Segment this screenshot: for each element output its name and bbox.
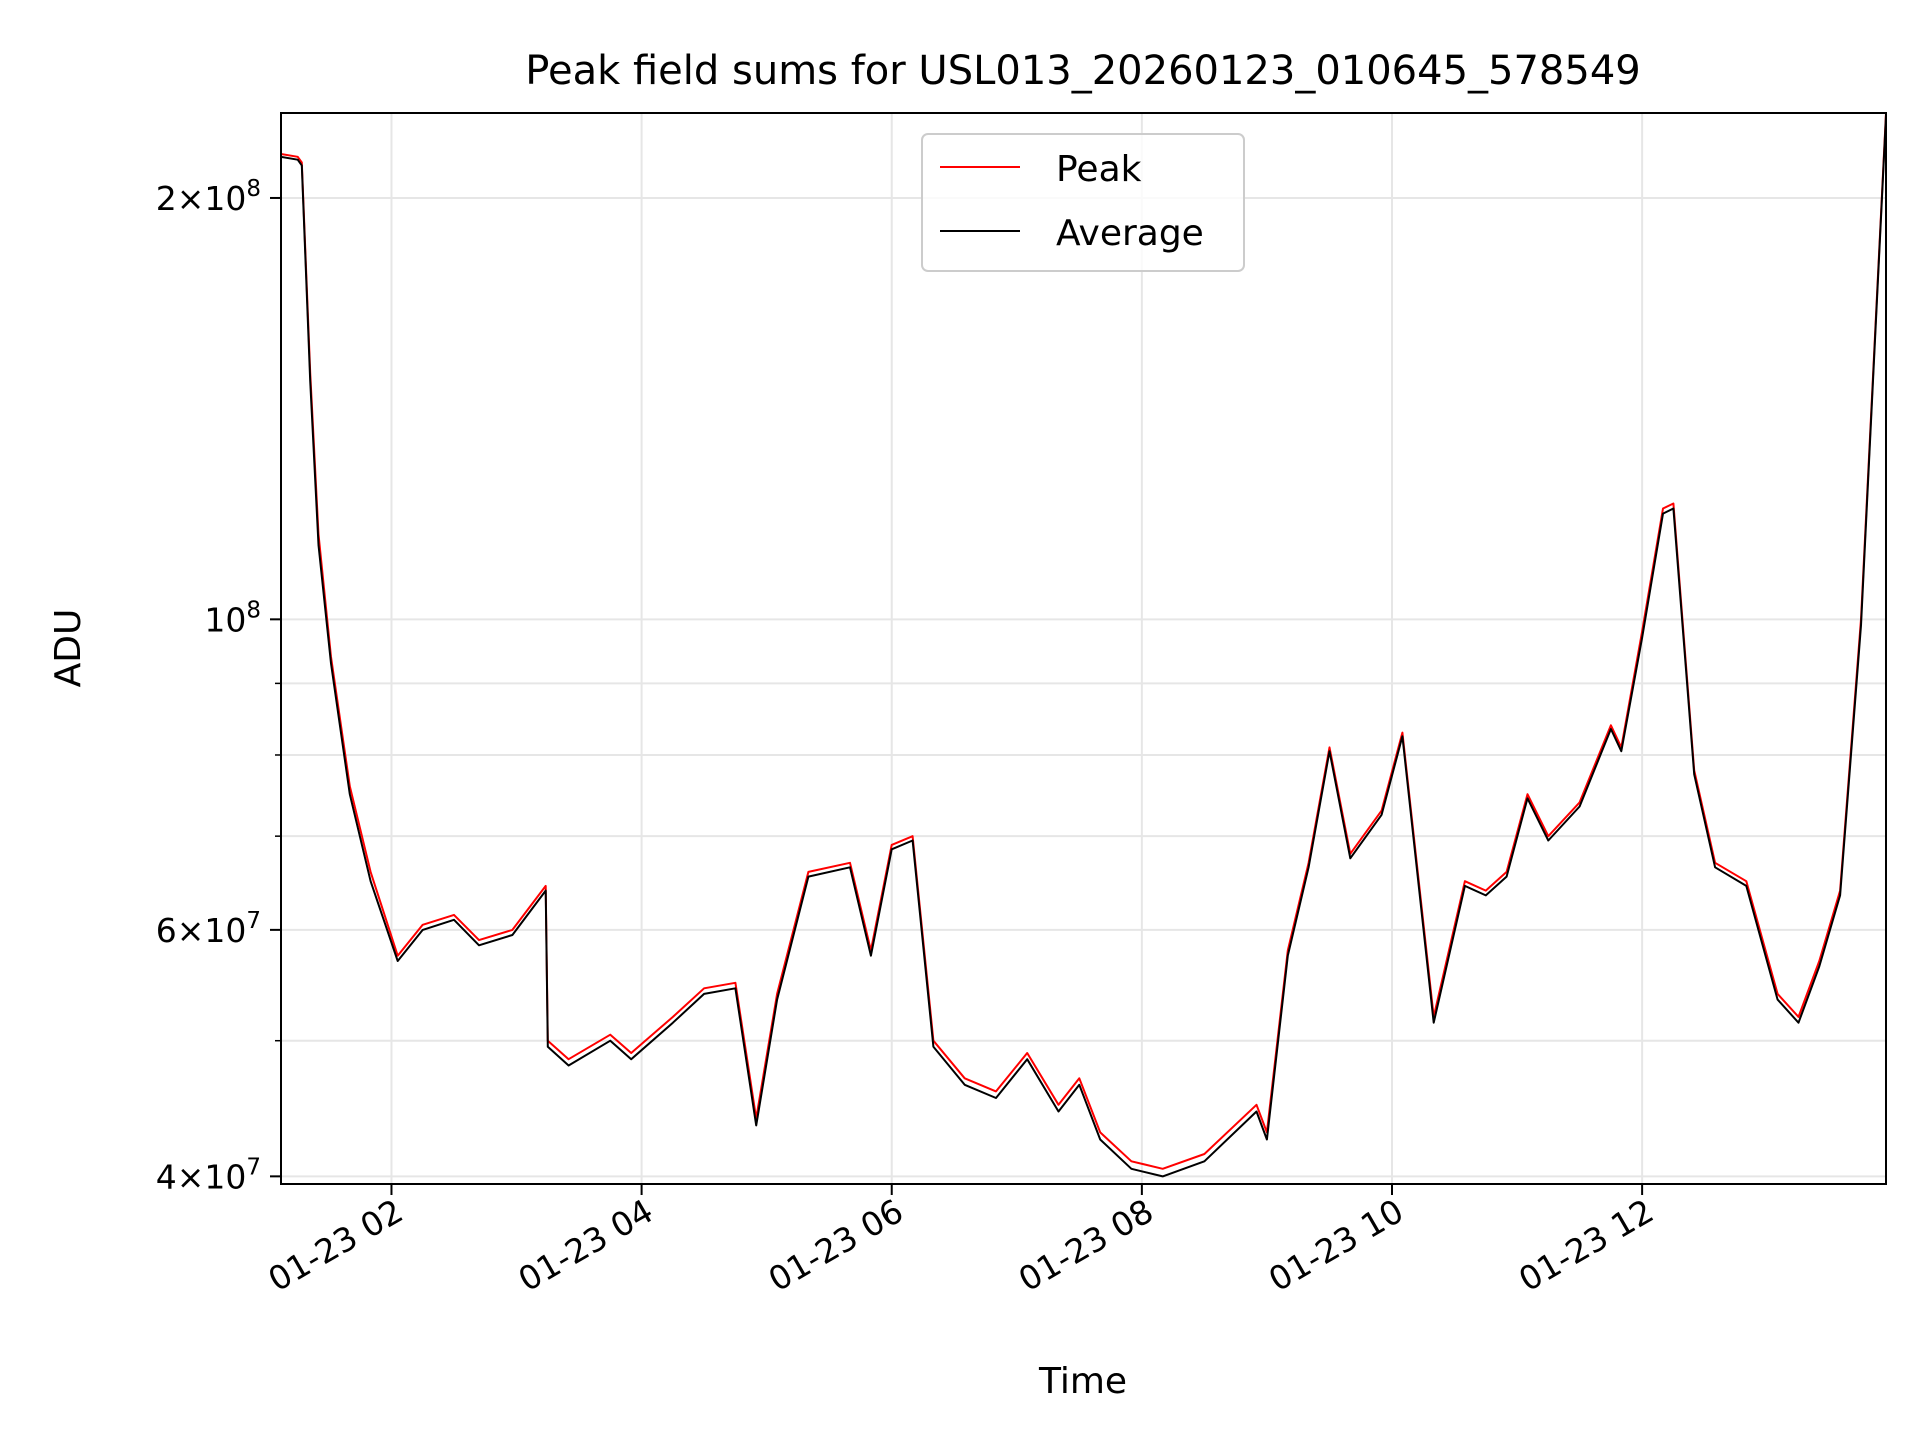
- x-tick-label: 01-23 10: [1262, 1191, 1410, 1299]
- y-tick-label: 6×107: [156, 908, 261, 950]
- grid: [281, 113, 1886, 1184]
- legend-label-peak: Peak: [1056, 149, 1142, 190]
- series-layer: [281, 113, 1886, 1178]
- x-axis-label: Time: [1038, 1361, 1127, 1402]
- chart-title: Peak field sums for USL013_20260123_0106…: [525, 48, 1640, 94]
- legend-box: [921, 133, 1245, 272]
- y-axis: 4×107 6×107 108 2×108: [156, 176, 281, 1196]
- legend-label-average: Average: [1056, 213, 1204, 254]
- x-tick-label: 01-23 06: [762, 1191, 910, 1299]
- x-axis: 01-23 02 01-23 04 01-23 06 01-23 08 01-23 10…: [261, 1184, 1660, 1299]
- x-tick-label: 01-23 08: [1012, 1191, 1160, 1299]
- legend: Peak Average: [921, 133, 1245, 272]
- x-tick-label: 01-23 12: [1512, 1191, 1660, 1299]
- y-tick-label: 108: [204, 597, 261, 639]
- y-tick-label: 4×107: [156, 1154, 261, 1196]
- series-line-average: [281, 115, 1886, 1178]
- x-tick-label: 01-23 04: [512, 1191, 660, 1299]
- plot-frame: [280, 112, 1887, 1185]
- series-line-peak: [281, 113, 1886, 1170]
- y-tick-label: 2×108: [156, 176, 261, 218]
- y-axis-label: ADU: [48, 609, 89, 688]
- x-tick-label: 01-23 02: [261, 1191, 409, 1299]
